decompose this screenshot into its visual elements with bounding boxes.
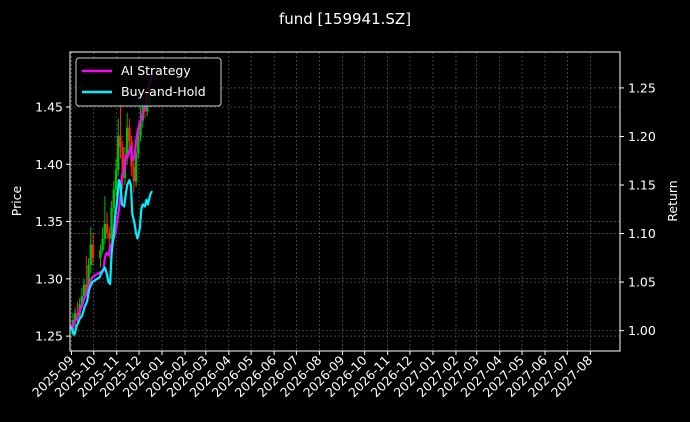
series-lines: [70, 75, 153, 336]
candle: [73, 307, 77, 327]
candle-body: [110, 207, 113, 239]
candle-body: [89, 244, 92, 266]
legend-box: [75, 57, 222, 107]
y2-tick-label: 1.10: [628, 226, 656, 241]
candle-body: [73, 313, 77, 321]
plot-frame: [69, 51, 621, 352]
y-tick-label: 1.25: [35, 329, 63, 344]
candle-body: [125, 127, 129, 159]
y-axis-left: 1.25 1.30 1.35 1.40 1.45: [35, 99, 70, 344]
candle-body: [87, 265, 90, 293]
y2-tick-label: 1.25: [628, 80, 656, 95]
y-tick-label: 1.40: [35, 157, 63, 172]
y-tick-label: 1.35: [35, 214, 63, 229]
candle: [85, 255, 88, 297]
chart-title: fund [159941.SZ]: [279, 10, 411, 28]
candle-body: [114, 169, 118, 190]
y-axis-right: 1.00 1.05 1.10 1.15 1.20 1.25: [620, 80, 656, 338]
candle-body: [101, 238, 104, 251]
candle: [119, 104, 122, 159]
candle-body: [108, 233, 111, 239]
candle: [110, 200, 113, 245]
candle-body: [85, 284, 88, 293]
candle: [105, 212, 109, 239]
candle: [101, 227, 104, 254]
candle-body: [119, 135, 122, 148]
candle-body: [121, 147, 124, 179]
candle-body: [80, 296, 84, 305]
candle: [99, 244, 102, 268]
y-tick-label: 1.45: [35, 99, 63, 114]
candle: [89, 227, 92, 274]
candle-body: [99, 250, 102, 259]
candle: [114, 158, 118, 197]
candle: [139, 106, 142, 142]
legend-label-ai-strategy: AI Strategy: [121, 63, 191, 78]
candle: [91, 233, 95, 266]
candle-body: [112, 189, 115, 208]
candle: [121, 141, 124, 190]
candle-body: [128, 127, 131, 142]
candle-body: [134, 152, 138, 182]
y2-tick-label: 1.20: [628, 129, 656, 144]
candle-body: [105, 223, 109, 234]
y-axis-title-left: Price: [9, 185, 24, 216]
candle: [82, 278, 86, 299]
candle: [103, 196, 107, 245]
legend-label-buy-and-hold: Buy-and-Hold: [121, 84, 206, 99]
candle-body: [103, 223, 107, 239]
candle-body: [139, 120, 142, 136]
candle-body: [132, 166, 136, 182]
candle-body: [137, 135, 140, 153]
candle-body: [91, 244, 95, 259]
legend: AI Strategy Buy-and-Hold: [75, 57, 222, 107]
series-line-buy-and-hold: [70, 179, 153, 336]
y2-tick-label: 1.00: [628, 323, 656, 338]
candle-body: [76, 313, 79, 316]
candle: [112, 181, 115, 213]
y2-tick-label: 1.15: [628, 177, 656, 192]
candle: [132, 158, 136, 193]
y2-tick-label: 1.05: [628, 275, 656, 290]
candle: [117, 118, 120, 176]
y-axis-title-right: Return: [665, 180, 680, 221]
candle: [128, 118, 131, 151]
y-tick-label: 1.30: [35, 271, 63, 286]
candle-body: [82, 284, 86, 297]
candle-body: [117, 135, 120, 170]
